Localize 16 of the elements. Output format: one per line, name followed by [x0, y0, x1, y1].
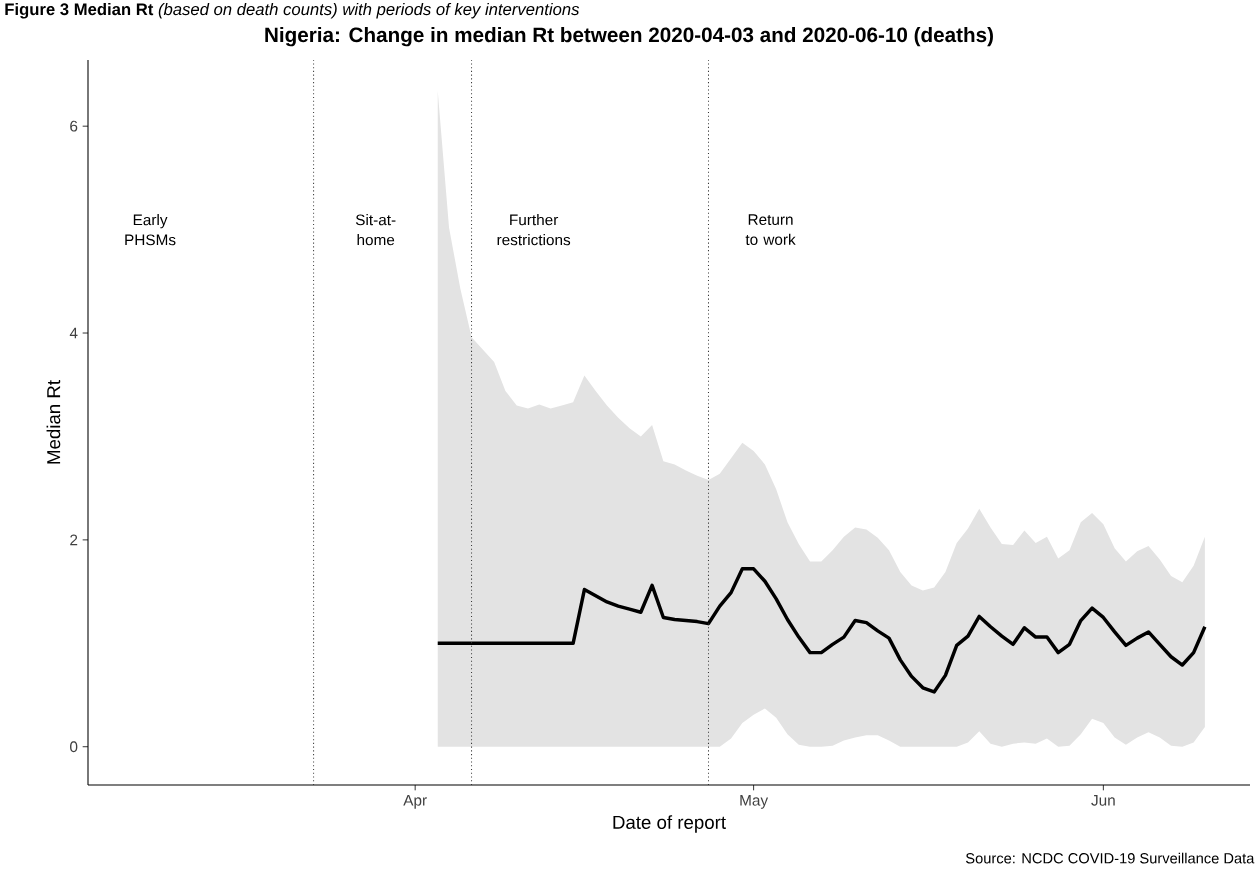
source-note: Source: NCDC COVID-19 Surveillance Data: [965, 852, 1255, 864]
text: Figure 3 Median Rt (based on death counts) with periods of key interventions: [5, 2, 580, 19]
y-tick-label: 6: [70, 120, 78, 132]
x-axis-title: Date of report: [613, 815, 726, 833]
y-axis-title: Median Rt: [46, 380, 61, 464]
annotation: Further restrictions: [497, 214, 571, 246]
annotation: Return to work: [745, 214, 796, 245]
y-tick-label: 4: [69, 327, 78, 339]
chart-title: Nigeria: Change in median Rt between 2020-04-03 and 2020-06-10 (deaths): [265, 26, 993, 47]
annotation: Early PHSMs: [125, 214, 176, 246]
x-tick-label: Apr: [403, 795, 427, 809]
x-tick-label: Jun: [1091, 795, 1115, 806]
annotation: Sit-at-home: [355, 214, 396, 246]
x-tick-label: May: [740, 795, 769, 809]
y-tick-label: 2: [70, 534, 78, 546]
y-tick-label: 0: [70, 741, 78, 753]
